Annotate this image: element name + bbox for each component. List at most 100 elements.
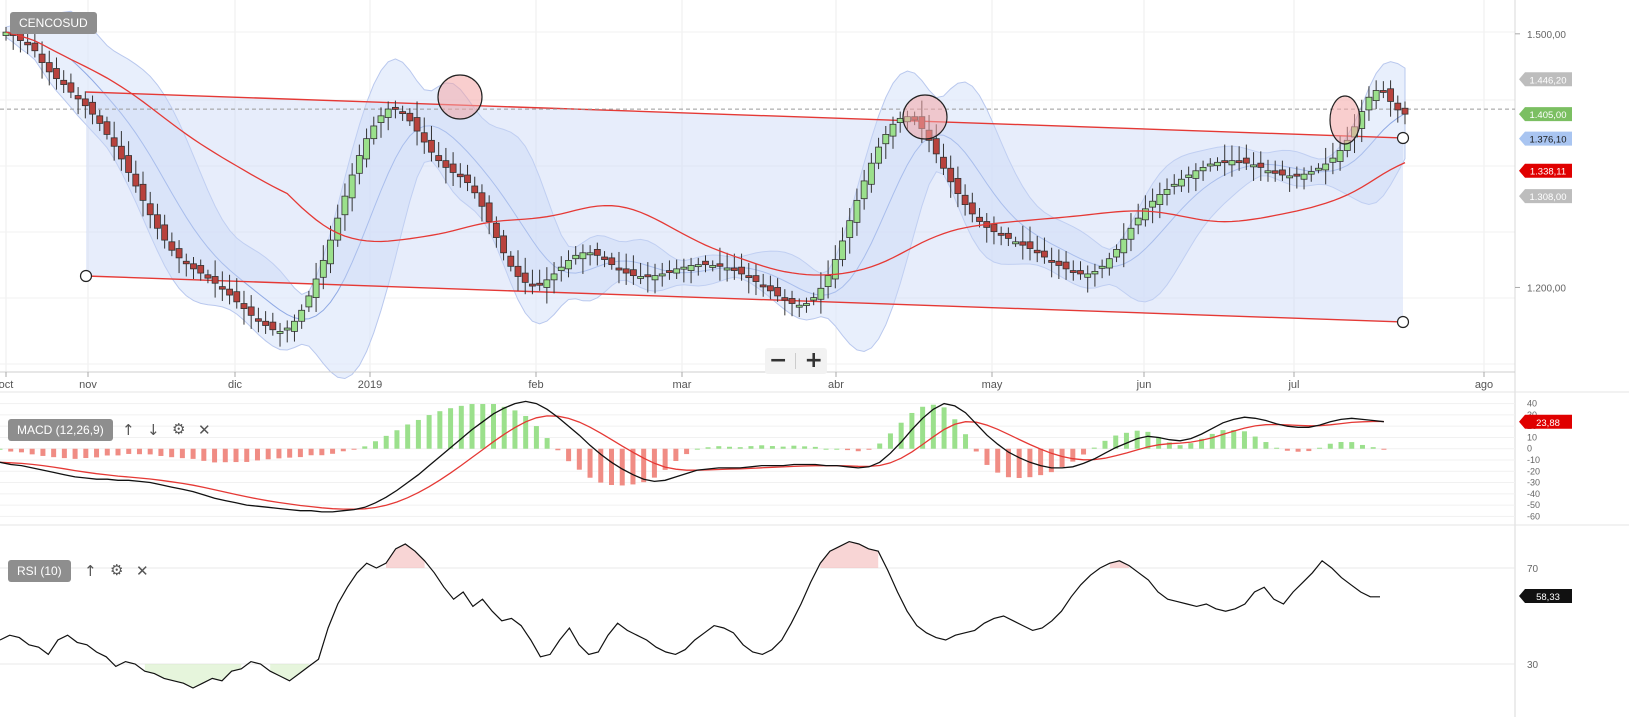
candle-body	[348, 174, 356, 199]
candle-body	[38, 53, 46, 63]
candle-body	[990, 223, 998, 233]
macd-histogram-bar	[1338, 442, 1344, 449]
candle-body	[579, 252, 587, 260]
candle-body	[831, 259, 839, 280]
macd-histogram-bar	[952, 419, 958, 449]
macd-histogram-bar	[834, 448, 840, 450]
macd-tick-label: -60	[1527, 511, 1540, 521]
macd-histogram-bar	[254, 448, 260, 461]
macd-histogram-bar	[963, 434, 969, 449]
macd-histogram-bar	[1317, 447, 1323, 449]
candle-body	[1120, 238, 1128, 254]
candle-body	[283, 327, 291, 331]
candle-body	[839, 240, 846, 260]
macd-histogram-bar	[1156, 436, 1162, 449]
macd-histogram-bar	[576, 448, 582, 470]
macd-histogram-bar	[1327, 443, 1333, 449]
channel-handle	[1396, 131, 1410, 145]
macd-histogram-bar	[555, 448, 561, 451]
candle-body	[932, 138, 940, 155]
candle-body	[1315, 167, 1322, 171]
candle-body	[593, 249, 601, 256]
macd-histogram-bar	[1123, 432, 1129, 449]
candle-body	[1098, 265, 1106, 269]
candle-body	[1387, 88, 1394, 102]
x-tick-label: dic	[228, 379, 243, 391]
macd-histogram-bar	[83, 448, 89, 459]
candle-body	[1293, 173, 1301, 177]
macd-histogram-bar	[18, 448, 24, 453]
candle-body	[702, 260, 709, 266]
candle-body	[601, 256, 608, 260]
candle-body	[413, 117, 421, 132]
arrow-up-icon[interactable]: ↑	[122, 421, 135, 439]
macd-histogram-bar	[201, 448, 207, 461]
macd-histogram-bar	[308, 448, 314, 456]
candle-body	[1026, 241, 1034, 249]
candle-body	[781, 297, 789, 301]
candle-body	[24, 41, 32, 46]
macd-tick-label: -20	[1527, 466, 1540, 476]
macd-line	[0, 400, 1384, 513]
candle-body	[1379, 90, 1387, 93]
candle-body	[615, 267, 623, 271]
candle-body	[125, 155, 132, 173]
macd-panel-label: MACD (12,26,9)	[8, 419, 113, 441]
candle-body	[233, 291, 241, 303]
close-icon[interactable]: ✕	[198, 421, 211, 439]
macd-histogram-bar	[1038, 448, 1044, 476]
arrow-down-icon[interactable]: ↓	[147, 421, 160, 439]
macd-histogram-bar	[1113, 435, 1119, 449]
macd-histogram-bar	[190, 448, 196, 459]
gear-icon[interactable]: ⚙	[172, 420, 186, 438]
candle-body	[752, 275, 760, 282]
zoom-in-button[interactable]: +	[804, 348, 823, 373]
candle-body	[1091, 270, 1099, 275]
candle-body	[738, 266, 745, 275]
candle-body	[103, 121, 111, 135]
close-icon[interactable]: ✕	[136, 562, 149, 580]
candle-body	[745, 275, 753, 279]
candle-body	[139, 183, 147, 201]
candle-body	[673, 268, 681, 274]
gear-icon[interactable]: ⚙	[110, 561, 124, 579]
macd-histogram-bar	[104, 448, 110, 456]
macd-histogram-bar	[169, 448, 175, 458]
candle-body	[651, 275, 659, 281]
rsi-panel-label: RSI (10)	[8, 560, 71, 582]
candle-body	[420, 132, 428, 143]
candle-body	[687, 265, 695, 271]
candle-body	[1127, 227, 1135, 240]
macd-tick-label: 0	[1527, 444, 1532, 454]
macd-histogram-bar	[448, 408, 454, 449]
x-tick-label: 2019	[358, 379, 382, 391]
candle-body	[875, 146, 882, 164]
zoom-out-button[interactable]: −	[769, 348, 788, 373]
macd-signal-line	[0, 415, 1384, 510]
candle-body	[997, 232, 1005, 236]
macd-histogram-bar	[1252, 436, 1258, 449]
arrow-up-icon[interactable]: ↑	[84, 562, 97, 580]
candle-body	[298, 309, 306, 322]
candle-body	[334, 217, 342, 241]
highlight-circle	[1329, 95, 1361, 145]
candle-body	[435, 155, 443, 162]
macd-histogram-bar	[1016, 448, 1022, 478]
candle-body	[312, 278, 320, 299]
macd-histogram-bar	[930, 404, 936, 449]
macd-histogram-bar	[791, 445, 797, 449]
candle-body	[882, 134, 890, 145]
candle-body	[384, 108, 392, 118]
candle-body	[976, 216, 983, 222]
candle-body	[694, 264, 702, 268]
y-axis: 1.500,00 1.200,00	[1515, 30, 1566, 294]
price-tag	[1519, 189, 1572, 204]
candle-body	[377, 115, 385, 123]
macd-histogram-bar	[136, 448, 142, 455]
candle-body	[529, 283, 536, 287]
macd-value-label: 23,88	[1536, 418, 1560, 429]
candle-body	[1178, 178, 1185, 187]
x-tick-label: abr	[828, 379, 844, 391]
macd-histogram-bar	[415, 419, 421, 449]
macd-histogram-bar	[684, 448, 690, 455]
